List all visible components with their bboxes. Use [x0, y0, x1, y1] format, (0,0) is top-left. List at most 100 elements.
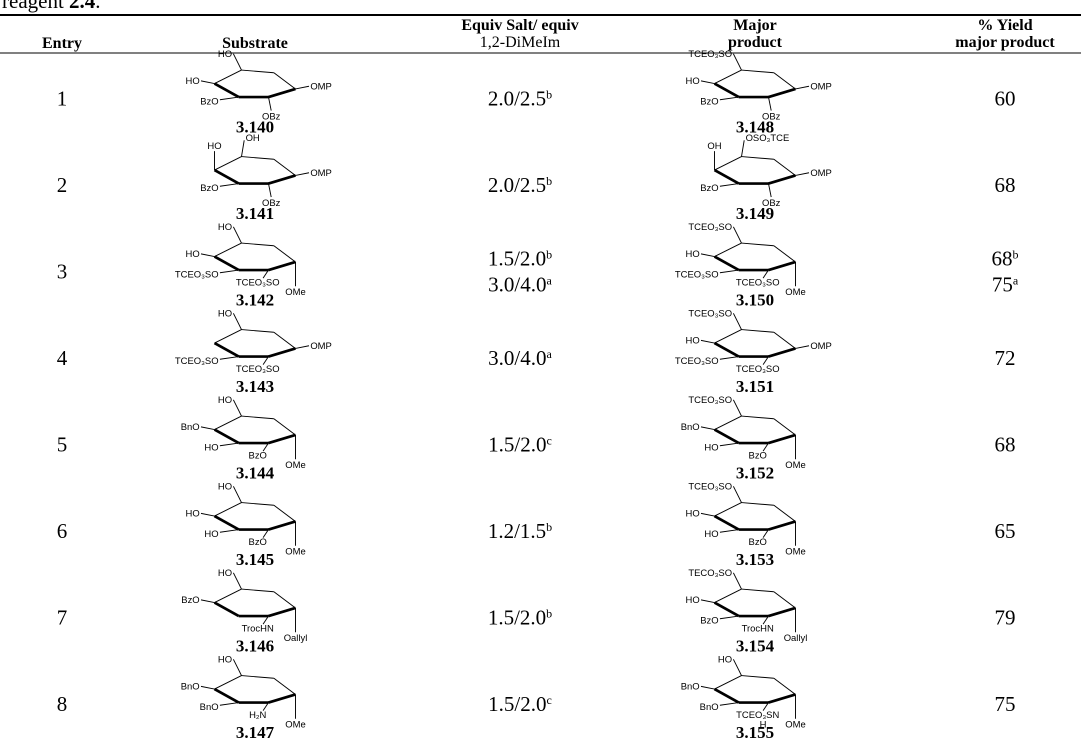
- substituent-bond: [795, 85, 810, 90]
- ring-bond: [768, 693, 796, 704]
- ring-bond: [773, 677, 796, 695]
- substituent-bond: [768, 96, 772, 111]
- ring-bond: [773, 158, 796, 176]
- ring-bond: [714, 415, 742, 430]
- structure-label: TrocHN: [742, 624, 774, 635]
- structure-label: HO: [218, 482, 232, 493]
- yield: 60: [995, 86, 1016, 110]
- substituent-bond: [762, 356, 769, 365]
- ring-bond: [741, 675, 774, 679]
- yield-text: 68: [992, 246, 1013, 270]
- structure-label: TCEO₃SO: [236, 364, 280, 375]
- ring-bond: [268, 174, 296, 185]
- structure: TCEO₃SO HO TCEO₃SO TCEO₃SO OMe: [675, 222, 806, 298]
- structure-label: HO: [218, 395, 232, 406]
- structure-label: HO: [685, 76, 699, 87]
- ring-bond: [773, 331, 796, 349]
- structure-label: BzO: [700, 96, 718, 107]
- column-header: Entry: [42, 35, 82, 52]
- structure-label: OMe: [285, 720, 305, 731]
- structure-label: TrocHN: [242, 624, 274, 635]
- column-header: Major: [733, 17, 777, 34]
- compound-id: 3.148: [736, 117, 774, 136]
- structure-label: OMe: [785, 460, 805, 471]
- compound-id: 3.147: [236, 723, 275, 742]
- substituent-bond: [719, 183, 739, 187]
- structure-label: OMe: [785, 547, 805, 558]
- ring-bond: [768, 260, 796, 272]
- ring-bond: [741, 415, 774, 420]
- ring-bond: [214, 415, 242, 430]
- ring-bond: [713, 428, 740, 445]
- ring-bond: [741, 242, 774, 247]
- footnote-mark: b: [546, 520, 552, 534]
- structure-label: BzO: [749, 451, 767, 462]
- substituent-bond: [232, 486, 242, 503]
- substituent-bond: [762, 702, 769, 711]
- ring-bond: [213, 341, 240, 358]
- yield: 65: [995, 519, 1016, 543]
- substituent-bond: [700, 339, 715, 344]
- ring-bond: [713, 514, 740, 531]
- footnote-mark: a: [1013, 273, 1019, 287]
- structure-label: BzO: [249, 451, 267, 462]
- conditions-text: 1.2/1.5: [488, 519, 546, 543]
- ring-bond: [214, 242, 242, 257]
- ring-bond: [241, 329, 274, 333]
- structure: HO BnO HO BzO OMe: [181, 395, 306, 471]
- ring-bond: [714, 156, 742, 171]
- compound-id: 3.142: [236, 290, 274, 309]
- structure-label: OMP: [310, 82, 332, 93]
- compound-id: 3.155: [736, 723, 774, 742]
- substituent-bond: [768, 183, 772, 198]
- structure-label: BzO: [700, 183, 718, 194]
- substituent-bond: [262, 442, 269, 452]
- structure-label: OH: [707, 141, 721, 152]
- entry-number: 7: [57, 605, 68, 629]
- ring-bond: [214, 588, 242, 603]
- column-header: Substrate: [222, 35, 288, 52]
- ring-bond: [273, 72, 296, 90]
- ring-bond: [268, 693, 296, 704]
- substituent-bond: [262, 269, 269, 279]
- ring-bond: [773, 72, 796, 90]
- substituent-bond: [795, 172, 810, 176]
- structure-label: HO: [218, 49, 232, 60]
- substituent-bond: [295, 172, 310, 176]
- structure-label: BzO: [200, 183, 218, 194]
- substituent-bond: [700, 599, 715, 604]
- entry-number: 8: [57, 692, 68, 716]
- conditions: 1.5/2.0c: [488, 432, 552, 456]
- entry-number: 3: [57, 259, 68, 283]
- entry-number: 5: [57, 432, 68, 456]
- ring-bond: [273, 245, 296, 263]
- ring-bond: [273, 158, 296, 176]
- structure-label: BzO: [700, 615, 718, 626]
- column-header: % Yield: [977, 17, 1032, 34]
- structure-label: TCEO₃SO: [236, 278, 280, 289]
- footnote-mark: b: [546, 174, 552, 188]
- substituent-bond: [219, 529, 239, 533]
- ring-bond: [714, 502, 742, 517]
- conditions: 3.0/4.0a: [488, 272, 552, 296]
- ring-bond: [773, 504, 796, 522]
- substituent-bond: [762, 442, 769, 452]
- substituent-bond: [295, 85, 310, 90]
- ring-bond: [273, 418, 296, 436]
- substituent-bond: [219, 269, 239, 274]
- ring-bond: [741, 329, 774, 333]
- structure-label: HO: [204, 529, 218, 540]
- substituent-bond: [762, 615, 769, 625]
- substituent-bond: [719, 702, 739, 706]
- structure-label: OMP: [810, 341, 832, 352]
- ring-bond: [713, 168, 740, 185]
- column-header: product: [728, 34, 783, 51]
- ring-bond: [213, 428, 240, 445]
- structure-label: OMe: [785, 287, 805, 298]
- structure-label: TCEO₃SO: [675, 269, 719, 280]
- substituent-bond: [719, 356, 739, 360]
- substituent-bond: [232, 572, 242, 590]
- substituent-bond: [732, 399, 742, 417]
